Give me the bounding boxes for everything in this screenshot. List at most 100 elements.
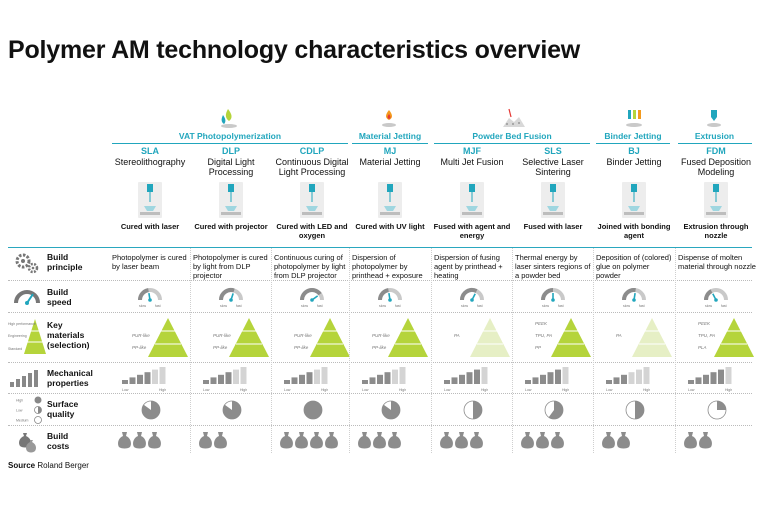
mech-bar (481, 367, 488, 384)
mech-bar (144, 372, 151, 384)
mech-bar (203, 380, 209, 384)
speedometer-icon (14, 290, 40, 305)
tech-name: Binder Jetting (606, 157, 662, 167)
speed-label-fast: fast (639, 304, 645, 308)
material-label: PP-like (372, 345, 387, 350)
process-illustration-sls (541, 182, 565, 218)
speed-label-fast: fast (721, 304, 727, 308)
mechanical-bars-dlp: Low High (203, 367, 247, 392)
mech-label-low: Low (525, 388, 532, 392)
vat-family-icon (221, 109, 237, 128)
build-cost-fdm (684, 432, 712, 449)
mech-bar (314, 369, 320, 384)
mech-label-high: High (481, 388, 488, 392)
mechanical-bars-sls: Low High (525, 367, 569, 392)
mech-bar (369, 377, 376, 384)
money-bag-icon (148, 432, 161, 449)
tech-header-mjf: MJF Multi Jet Fusion (432, 146, 512, 167)
column-separator (190, 248, 191, 453)
material-pyramid-cdlp: PUR-like PP-like (294, 318, 350, 357)
row-separator (8, 247, 752, 248)
row-label-build-principle: Build principle (47, 252, 83, 272)
mech-label-low: Low (284, 388, 291, 392)
mech-bar (321, 367, 328, 384)
mech-bar (291, 377, 298, 384)
column-separator (431, 248, 432, 453)
material-label: PEEK (535, 321, 548, 326)
mech-bar (284, 380, 290, 384)
mech-bar (299, 374, 305, 384)
tech-name: Continuous Digital Light Processing (275, 157, 349, 177)
material-label: PEEK (698, 321, 711, 326)
mech-bar (540, 374, 546, 384)
process-illustration-dlp (219, 182, 243, 218)
binder-jetting-family-icon (626, 110, 642, 127)
family-powder-bed-fusion: Powder Bed Fusion (472, 131, 552, 141)
mechanical-bars-mj: Low High (362, 367, 406, 392)
mech-bar (621, 374, 627, 384)
mech-bar (377, 374, 383, 384)
speed-label-slow: slow (139, 304, 146, 308)
build-principle-sla: Photopolymer is cured by laser beam (112, 253, 187, 271)
column-separator (675, 248, 676, 453)
tech-name: Digital Light Processing (207, 157, 255, 177)
tech-caption-mj: Cured with UV light (355, 222, 425, 231)
mech-label-high: High (725, 388, 732, 392)
column-separator (512, 248, 513, 453)
tech-header-cdlp: CDLP Continuous Digital Light Processing (272, 146, 352, 177)
surface-quality-fdm (707, 400, 727, 420)
tech-caption-sls: Fused with laser (523, 222, 583, 231)
mech-bar (718, 369, 724, 384)
process-illustration-bj (622, 182, 646, 218)
material-pyramid-icon: High performance Engineering Standard (8, 319, 46, 354)
material-pyramid-bj: PA (616, 318, 672, 357)
tech-header-fdm: FDM Fused Deposition Modeling (676, 146, 756, 177)
money-bag-icon (536, 432, 549, 449)
material-pyramid-fdm: PEEK TPU, PA PLA (698, 318, 754, 357)
mechanical-bars-mjf: Low High (444, 367, 488, 392)
mechanical-bars-sla: Low High (122, 367, 166, 392)
money-bag-icon (295, 432, 308, 449)
group-bar-resin: Resin-based (246, 99, 292, 108)
material-label: PUR-like (213, 333, 231, 338)
build-principle-mj: Dispersion of photopolymer by printhead … (352, 253, 423, 280)
mech-label-low: Low (444, 388, 451, 392)
build-cost-sls (521, 432, 564, 449)
family-underline (352, 143, 428, 144)
build-cost-bj (602, 432, 630, 449)
material-pyramid-sls: PEEK TPU, PA PP (535, 318, 591, 357)
tech-name: Fused Deposition Modeling (680, 157, 752, 177)
mech-bar (688, 380, 694, 384)
family-extrusion: Extrusion (694, 131, 735, 141)
tech-caption-bj: Joined with bonding agent (597, 222, 671, 240)
group-bar-filament: Filament (699, 99, 730, 108)
tech-abbr: BJ (628, 146, 640, 156)
family-material-jetting: Material Jetting (358, 131, 422, 141)
speed-label-slow: slow (542, 304, 549, 308)
process-illustration-mj (378, 182, 402, 218)
row-separator (8, 393, 752, 394)
mech-label-low: Low (688, 388, 695, 392)
surface-quality-sls (544, 400, 564, 420)
extrusion-family-icon (707, 110, 721, 127)
tech-header-sla: SLA Stereolithography (110, 146, 190, 167)
tech-header-dlp: DLP Digital Light Processing (191, 146, 271, 177)
money-bag-icon (699, 432, 712, 449)
column-separator (271, 248, 272, 453)
speed-label-slow: slow (379, 304, 386, 308)
speed-gauge-dlp: slow fast (219, 288, 243, 308)
material-pyramid-mjf: PA (454, 318, 510, 357)
source-value: Roland Berger (37, 461, 89, 470)
material-label: PA (616, 333, 622, 338)
material-pyramid-sla: PUR-like PP-like (132, 318, 188, 357)
surface-fill (548, 401, 564, 419)
source-label: Source (8, 461, 36, 470)
mech-label-high: High (562, 388, 569, 392)
build-cost-mj (358, 432, 401, 449)
powder-bed-family-icon (503, 108, 525, 127)
surface-fill (223, 401, 242, 419)
mech-label-high: High (399, 388, 406, 392)
surface-quality-sla (141, 400, 161, 420)
speed-gauge-mj: slow fast (378, 288, 402, 308)
money-bag-icon (602, 432, 615, 449)
